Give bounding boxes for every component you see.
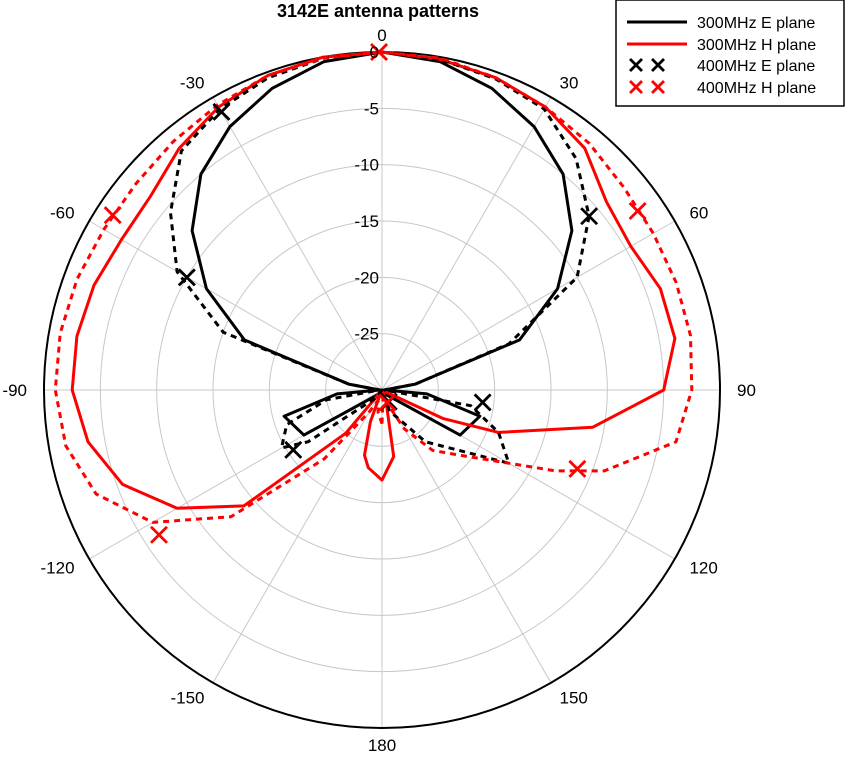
series-line-400mhz-h-plane [53, 50, 694, 524]
radial-tick-label: 0 [370, 43, 379, 62]
angle-tick-label: -60 [50, 204, 75, 223]
marker-400mhz-e-plane [284, 440, 303, 459]
marker-400mhz-e-plane [177, 268, 196, 287]
grid-ring [156, 164, 608, 616]
marker-400mhz-h-plane [103, 206, 122, 225]
series-layer [53, 50, 694, 524]
polar-grid [43, 51, 721, 729]
angle-tick-label: 90 [737, 381, 756, 400]
angle-tick-label: 180 [368, 736, 396, 755]
series-line-400mhz-e-plane [169, 50, 591, 465]
marker-400mhz-e-plane [580, 207, 599, 226]
legend: 300MHz E plane 300MHz H plane 400MHz E p… [615, 0, 845, 107]
chart-title: 3142E antenna patterns [277, 1, 479, 21]
marker-400mhz-h-plane [150, 525, 168, 544]
angle-tick-label: -90 [2, 381, 27, 400]
grid-ring [325, 333, 439, 447]
radial-tick-label: -5 [364, 99, 379, 118]
legend-entry-400-e: 400MHz E plane [629, 58, 815, 75]
angle-tick-label: 120 [689, 559, 717, 578]
radial-tick-label: -20 [354, 268, 379, 287]
angle-tick-label: 60 [689, 204, 708, 223]
radial-tick-label: -15 [354, 212, 379, 231]
angle-tick-label: -120 [41, 559, 75, 578]
grid-ring [212, 220, 552, 560]
angle-tick-label: -30 [180, 74, 205, 93]
marker-400mhz-h-plane [370, 43, 389, 62]
marker-400mhz-h-plane [568, 459, 587, 478]
radial-tick-label: -10 [354, 156, 379, 175]
legend-box [615, 0, 845, 107]
legend-entry-300-h: 300MHz H plane [627, 37, 816, 54]
angle-tick-label: -150 [170, 688, 204, 707]
legend-label-300-e: 300MHz E plane [697, 15, 815, 32]
legend-swatch-400-e [629, 58, 665, 72]
legend-entry-400-h: 400MHz H plane [629, 80, 816, 97]
marker-400mhz-h-plane [378, 393, 397, 412]
marker-400mhz-e-plane [473, 393, 492, 412]
angle-tick-label: 0 [377, 26, 386, 45]
legend-swatch-400-h [629, 80, 665, 94]
angle-tick-label: 150 [560, 688, 588, 707]
legend-label-300-h: 300MHz H plane [697, 37, 816, 54]
legend-label-400-e: 400MHz E plane [697, 58, 815, 75]
angle-tick-label: 30 [560, 74, 579, 93]
grid-ring [268, 276, 496, 504]
marker-400mhz-e-plane [212, 102, 231, 121]
marker-400mhz-h-plane [628, 202, 647, 220]
tick-labels: -25 -20 -15 -10 -5 00 30 60 90 120 150 180 -150 -120 -… [2, 26, 756, 755]
marker-layer [103, 43, 647, 544]
legend-entry-300-e: 300MHz E plane [627, 15, 815, 32]
legend-label-400-h: 400MHz H plane [697, 80, 816, 97]
radial-tick-label: -25 [354, 325, 379, 344]
